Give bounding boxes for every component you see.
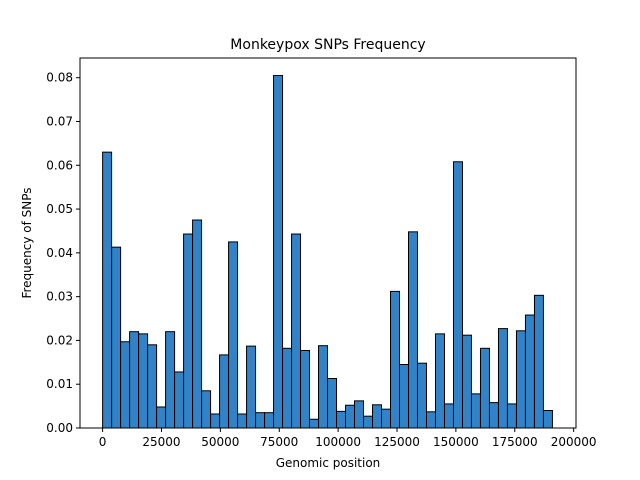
- histogram-bar: [506, 403, 517, 429]
- histogram-bar: [381, 408, 392, 429]
- histogram-bar: [318, 345, 329, 429]
- x-tick-label: 25000: [142, 435, 180, 449]
- histogram-bar: [129, 331, 140, 429]
- histogram-bar: [192, 219, 203, 429]
- histogram-bar: [399, 364, 409, 429]
- histogram-bar: [309, 418, 320, 429]
- y-tick-label: 0.01: [46, 377, 73, 391]
- histogram-bar: [443, 403, 454, 429]
- y-tick-label: 0.03: [46, 290, 73, 304]
- histogram-bar: [542, 409, 553, 429]
- x-tick-label: 175000: [492, 435, 538, 449]
- y-axis-label: Frequency of SNPs: [20, 187, 34, 298]
- histogram-bar: [282, 347, 293, 429]
- y-tick-label: 0.08: [46, 71, 73, 85]
- x-axis-label: Genomic position: [276, 456, 381, 470]
- histogram-bar: [138, 333, 149, 429]
- histogram-bar: [479, 347, 490, 429]
- histogram-bar: [470, 393, 481, 429]
- histogram-bar: [228, 241, 239, 429]
- histogram-bar: [246, 345, 257, 429]
- histogram-bar: [515, 330, 526, 429]
- chart-title: Monkeypox SNPs Frequency: [230, 37, 425, 53]
- histogram-bar: [201, 390, 212, 429]
- histogram-bar: [300, 349, 311, 429]
- x-tick-label: 50000: [201, 435, 239, 449]
- histogram-bar: [120, 341, 131, 429]
- histogram-bar: [354, 400, 365, 429]
- histogram-bar: [363, 415, 374, 429]
- y-tick-label: 0.06: [46, 158, 73, 172]
- histogram-bar: [372, 404, 383, 429]
- x-tick-label: 100000: [315, 435, 361, 449]
- histogram-bar: [183, 233, 194, 429]
- histogram-bar: [165, 331, 176, 429]
- x-tick-label: 0: [99, 435, 107, 449]
- histogram-bar: [336, 410, 347, 429]
- histogram-bar: [345, 404, 356, 429]
- histogram-bar: [156, 406, 167, 429]
- x-tick-label: 125000: [374, 435, 420, 449]
- histogram-bar: [210, 413, 221, 429]
- histogram-bar: [461, 334, 472, 429]
- histogram-bar: [237, 413, 248, 429]
- histogram-bar: [327, 378, 338, 429]
- x-tick-label: 150000: [433, 435, 479, 449]
- y-tick-label: 0.07: [46, 114, 73, 128]
- y-tick-label: 0.04: [46, 246, 73, 260]
- histogram-bar: [488, 402, 499, 429]
- histogram-bar: [434, 333, 445, 429]
- histogram-bar: [255, 412, 266, 429]
- x-tick-label: 75000: [260, 435, 298, 449]
- histogram-bar: [524, 314, 535, 429]
- y-tick-label: 0.05: [46, 202, 73, 216]
- histogram-bar: [497, 328, 508, 429]
- histogram-bar: [147, 344, 158, 429]
- y-tick-label: 0.02: [46, 333, 73, 347]
- plot-frame: [79, 57, 577, 429]
- x-tick-label: 200000: [551, 435, 597, 449]
- histogram-bar: [273, 75, 284, 429]
- histogram-bar: [174, 371, 185, 429]
- histogram-bar: [533, 294, 544, 429]
- histogram-bar: [425, 411, 436, 429]
- histogram-bar: [452, 161, 463, 429]
- y-axis: 0.00 0.01 0.02 0.03 0.04 0.05 0.06 0.07 0.08: [46, 71, 80, 435]
- histogram-bar: [416, 362, 427, 429]
- histogram-bar: [219, 354, 230, 429]
- y-tick-label: 0.00: [46, 421, 73, 435]
- x-axis: 0 25000 50000 75000 100000 125000 150000 175000…: [99, 428, 597, 449]
- histogram-bar: [291, 233, 302, 429]
- histogram-bar: [111, 246, 122, 429]
- histogram-bar: [390, 290, 401, 429]
- histogram-bar: [264, 412, 275, 429]
- histogram-bar: [102, 151, 113, 429]
- histogram-bar: [407, 231, 418, 429]
